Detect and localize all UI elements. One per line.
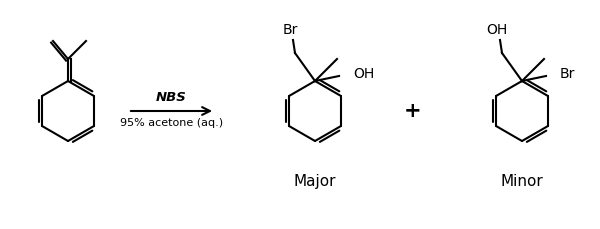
Text: Minor: Minor: [500, 174, 544, 189]
Text: OH: OH: [487, 23, 508, 37]
Text: Br: Br: [283, 23, 298, 37]
Text: Major: Major: [294, 174, 336, 189]
Text: OH: OH: [353, 67, 374, 81]
Text: +: +: [404, 101, 422, 121]
Text: 95% acetone (aq.): 95% acetone (aq.): [120, 118, 223, 128]
Text: NBS: NBS: [156, 91, 187, 104]
Text: Br: Br: [560, 67, 575, 81]
